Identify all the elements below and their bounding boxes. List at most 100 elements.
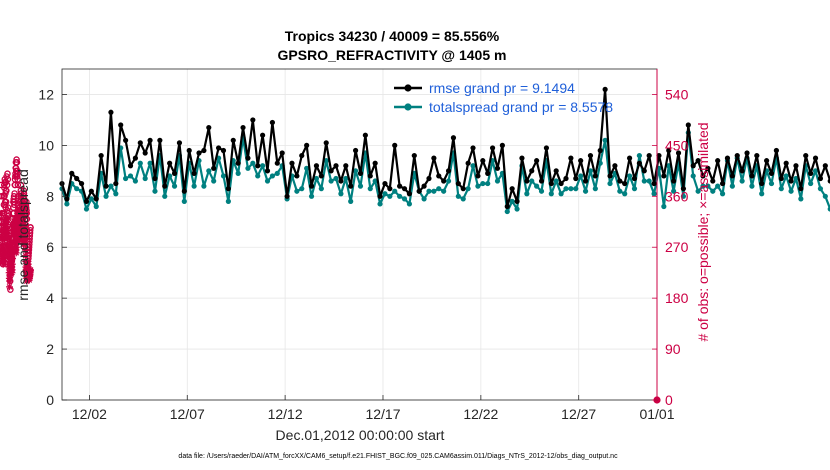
rmse-point xyxy=(274,160,280,166)
totalspread-point xyxy=(455,193,461,199)
legend: rmse grand pr = 9.1494 totalspread grand… xyxy=(394,80,613,115)
rmse-point xyxy=(455,180,461,187)
rmse-point xyxy=(88,188,94,194)
totalspread-point xyxy=(436,186,442,192)
rmse-point xyxy=(582,178,589,184)
rmse-point xyxy=(83,198,90,204)
obs-possible-marker xyxy=(17,181,25,189)
totalspread-point xyxy=(690,173,696,179)
rmse-point xyxy=(617,178,623,184)
y-tick-label: 0 xyxy=(46,392,54,408)
totalspread-point xyxy=(171,183,178,189)
y-tick-label: 4 xyxy=(46,290,54,306)
x-tick-label: 12/22 xyxy=(463,406,498,422)
rmse-point xyxy=(808,170,814,176)
asterisk-stroke xyxy=(21,224,28,231)
rmse-point xyxy=(191,170,197,176)
rmse-point xyxy=(338,178,344,184)
totalspread-point xyxy=(602,137,608,143)
totalspread-point xyxy=(123,175,129,182)
rmse-point xyxy=(671,178,677,184)
asterisk-stroke xyxy=(0,210,4,216)
totalspread-point xyxy=(206,168,212,174)
totalspread-point xyxy=(352,168,359,174)
asterisk-stroke xyxy=(13,250,20,256)
rmse-point xyxy=(206,124,212,131)
totalspread-point xyxy=(333,175,339,182)
totalspread-point xyxy=(705,183,711,189)
totalspread-point xyxy=(617,188,623,194)
rmse-point xyxy=(543,145,550,151)
rmse-point xyxy=(352,147,359,154)
obs-assimilated-marker xyxy=(27,266,34,274)
totalspread-point xyxy=(719,191,726,197)
totalspread-point xyxy=(827,206,830,212)
asterisk-stroke xyxy=(9,261,16,268)
rmse-point xyxy=(328,168,334,174)
rmse-point xyxy=(421,183,427,189)
totalspread-point xyxy=(142,175,148,182)
asterisk-stroke xyxy=(14,207,21,214)
rmse-point xyxy=(445,168,452,174)
totalspread-point xyxy=(313,175,320,182)
asterisk-stroke xyxy=(0,258,7,265)
rmse-point xyxy=(260,132,266,138)
rmse-point xyxy=(656,152,662,159)
totalspread-point xyxy=(661,203,667,210)
totalspread-point xyxy=(783,173,789,179)
rmse-point xyxy=(264,168,271,174)
y-tick-label: 2 xyxy=(46,341,54,357)
legend-totalspread-marker xyxy=(404,103,412,111)
y2-axis-ticks: 0 90 180 270 360 450 540 xyxy=(652,69,689,408)
rmse-point xyxy=(167,160,173,166)
asterisk-stroke xyxy=(15,238,22,245)
rmse-point xyxy=(118,122,124,128)
rmse-point xyxy=(538,178,545,184)
rmse-point xyxy=(152,175,158,182)
rmse-point xyxy=(724,155,731,161)
rmse-point xyxy=(592,173,598,179)
rmse-point xyxy=(147,137,153,143)
rmse-point xyxy=(548,180,554,187)
totalspread-point xyxy=(64,201,70,207)
rmse-point xyxy=(250,117,256,123)
rmse-point xyxy=(563,175,569,182)
totalspread-point xyxy=(269,173,276,179)
y-tick-label: 10 xyxy=(38,137,54,153)
rmse-point xyxy=(450,135,457,141)
totalspread-point xyxy=(739,178,745,184)
rmse-point xyxy=(284,193,290,199)
asterisk-stroke xyxy=(22,241,28,248)
rmse-point xyxy=(822,163,828,169)
chart-subtitle: GPSRO_REFRACTIVITY @ 1405 m xyxy=(278,47,507,63)
plot-area xyxy=(62,69,657,400)
y-axis-label: rmse and totalspread xyxy=(15,169,31,301)
obs-possible-marker xyxy=(11,201,18,209)
obs-assimilated-series xyxy=(0,207,34,291)
y2-tick-label: 180 xyxy=(665,290,689,306)
rmse-point xyxy=(475,173,481,179)
asterisk-stroke xyxy=(6,278,13,285)
rmse-point xyxy=(377,193,383,199)
rmse-point xyxy=(578,158,584,164)
totalspread-point xyxy=(759,191,765,197)
rmse-point xyxy=(558,180,564,187)
rmse-point xyxy=(299,152,305,159)
totalspread-point xyxy=(587,168,594,174)
obs-possible-marker xyxy=(14,167,21,175)
rmse-point xyxy=(685,122,691,128)
rmse-point xyxy=(171,170,178,176)
obs-assimilated-marker xyxy=(12,243,20,251)
totalspread-point xyxy=(494,178,501,184)
totalspread-point xyxy=(607,180,613,187)
totalspread-point xyxy=(387,193,393,199)
totalspread-point xyxy=(250,160,256,166)
rmse-point xyxy=(387,186,393,192)
rmse-point xyxy=(631,175,638,182)
rmse-point xyxy=(529,168,535,174)
totalspread-point xyxy=(441,188,447,194)
obs-possible-marker xyxy=(26,227,34,234)
x-tick-label: 12/12 xyxy=(268,406,303,422)
rmse-point xyxy=(485,170,491,176)
